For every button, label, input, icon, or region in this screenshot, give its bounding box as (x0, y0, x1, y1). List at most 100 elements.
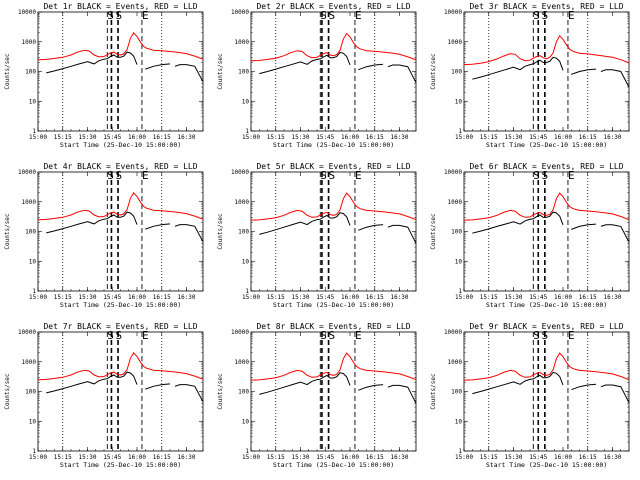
y-tick-label: 10 (242, 98, 250, 105)
lld-rate-line (250, 32, 417, 62)
x-tick-label: 15:45 (316, 454, 334, 461)
plot-frame (463, 11, 630, 132)
plot-frame (250, 11, 417, 132)
y-tick-label: 10000 (231, 169, 249, 176)
events-rate-line (46, 371, 138, 394)
y-axis-label: Counts/sec (4, 373, 11, 410)
events-rate-line (600, 69, 630, 88)
y-tick-label: 100 (238, 389, 249, 396)
x-axis-label: Start Time (25-Dec-10 15:00:00) (486, 141, 607, 149)
events-rate-line (571, 223, 597, 230)
lld-rate-line (37, 191, 204, 221)
x-tick-label: 15:45 (529, 294, 547, 301)
events-rate-line (600, 384, 630, 403)
events-rate-line (472, 211, 564, 234)
eclipse-state-label: E (355, 329, 362, 342)
plot-frame (250, 331, 417, 452)
y-tick-label: 1 (32, 448, 36, 455)
y-tick-label: 1 (245, 128, 249, 135)
events-rate-line (387, 384, 417, 404)
panel-title: Det 5r BLACK = Events, RED = LLD (256, 162, 410, 171)
x-tick-label: 16:30 (603, 454, 621, 461)
attenuator-state-label: S (107, 329, 114, 342)
events-rate-line (174, 384, 204, 403)
events-rate-line (259, 372, 351, 395)
lld-rate-line (463, 34, 630, 66)
attenuator-state-label: S (329, 9, 336, 22)
events-rate-line (46, 211, 138, 234)
y-tick-label: 10 (242, 418, 250, 425)
x-tick-label: 16:30 (390, 134, 408, 141)
detector-panel: Det 1r BLACK = Events, RED = LLD 15:00 15:… (0, 0, 213, 160)
events-rate-line (472, 56, 564, 80)
x-axis-label: Start Time (25-Dec-10 15:00:00) (273, 461, 394, 469)
x-tick-label: 16:00 (341, 134, 359, 141)
events-rate-line (259, 51, 351, 75)
detector-panel: Det 2r BLACK = Events, RED = LLD 15:00 15:… (213, 0, 426, 160)
y-axis-label: Counts/sec (430, 373, 437, 410)
x-tick-label: 15:30 (78, 294, 96, 301)
x-tick-label: 15:45 (529, 134, 547, 141)
lld-rate-line (463, 352, 630, 381)
x-tick-label: 15:00 (455, 294, 473, 301)
y-axis-label: Counts/sec (430, 213, 437, 250)
y-tick-label: 100 (451, 69, 462, 76)
x-tick-label: 15:45 (103, 294, 121, 301)
y-tick-label: 10000 (231, 329, 249, 336)
detector-panel: Det 9r BLACK = Events, RED = LLD 15:00 15:… (426, 320, 639, 480)
detector-panel: Det 5r BLACK = Events, RED = LLD 15:00 15:… (213, 160, 426, 320)
y-tick-label: 1 (458, 448, 462, 455)
panel-plot-svg: Det 4r BLACK = Events, RED = LLD 15:00 15:… (4, 162, 204, 309)
events-rate-line (571, 68, 597, 75)
x-tick-label: 15:30 (504, 294, 522, 301)
y-tick-label: 10000 (18, 9, 36, 16)
y-tick-label: 10000 (18, 329, 36, 336)
panel-title: Det 2r BLACK = Events, RED = LLD (256, 2, 410, 11)
detector-panel: Det 4r BLACK = Events, RED = LLD 15:00 15:… (0, 160, 213, 320)
y-tick-label: 10 (29, 258, 37, 265)
x-axis-label: Start Time (25-Dec-10 15:00:00) (60, 461, 181, 469)
x-tick-label: 16:00 (128, 134, 146, 141)
y-tick-label: 10 (455, 418, 463, 425)
y-tick-label: 1000 (448, 199, 463, 206)
y-axis-label: Counts/sec (217, 53, 224, 90)
x-tick-label: 15:15 (267, 294, 285, 301)
x-tick-label: 15:30 (78, 134, 96, 141)
x-tick-label: 16:15 (153, 454, 171, 461)
x-tick-label: 15:30 (291, 134, 309, 141)
panel-title: Det 9r BLACK = Events, RED = LLD (469, 322, 623, 331)
y-tick-label: 100 (25, 229, 36, 236)
panel-plot-svg: Det 6r BLACK = Events, RED = LLD 15:00 15:… (430, 162, 630, 309)
x-tick-label: 15:00 (242, 134, 260, 141)
y-tick-label: 1000 (448, 39, 463, 46)
x-tick-label: 16:00 (341, 454, 359, 461)
panel-title: Det 6r BLACK = Events, RED = LLD (469, 162, 623, 171)
x-tick-label: 15:15 (267, 134, 285, 141)
panel-plot-svg: Det 9r BLACK = Events, RED = LLD 15:00 15:… (430, 322, 630, 469)
y-tick-label: 1000 (235, 39, 250, 46)
x-tick-label: 15:00 (242, 294, 260, 301)
x-tick-label: 15:15 (480, 454, 498, 461)
x-tick-label: 16:15 (579, 294, 597, 301)
y-axis-label: Counts/sec (430, 53, 437, 90)
y-tick-label: 100 (238, 229, 249, 236)
y-tick-label: 10000 (444, 169, 462, 176)
x-axis-label: Start Time (25-Dec-10 15:00:00) (486, 301, 607, 309)
y-tick-label: 10000 (231, 9, 249, 16)
x-tick-label: 15:15 (480, 134, 498, 141)
x-tick-label: 16:00 (128, 294, 146, 301)
attenuator-state-label: S (107, 169, 114, 182)
panel-plot-svg: Det 7r BLACK = Events, RED = LLD 15:00 15:… (4, 322, 204, 469)
plot-frame (463, 171, 630, 292)
y-tick-label: 10000 (444, 9, 462, 16)
y-tick-label: 100 (451, 229, 462, 236)
x-tick-label: 15:15 (54, 454, 72, 461)
y-tick-label: 100 (451, 389, 462, 396)
y-axis-label: Counts/sec (217, 213, 224, 250)
events-rate-line (472, 371, 564, 395)
x-tick-label: 15:30 (291, 294, 309, 301)
lld-rate-line (463, 192, 630, 221)
x-axis-label: Start Time (25-Dec-10 15:00:00) (486, 461, 607, 469)
events-rate-line (174, 64, 204, 83)
y-tick-label: 1 (32, 128, 36, 135)
